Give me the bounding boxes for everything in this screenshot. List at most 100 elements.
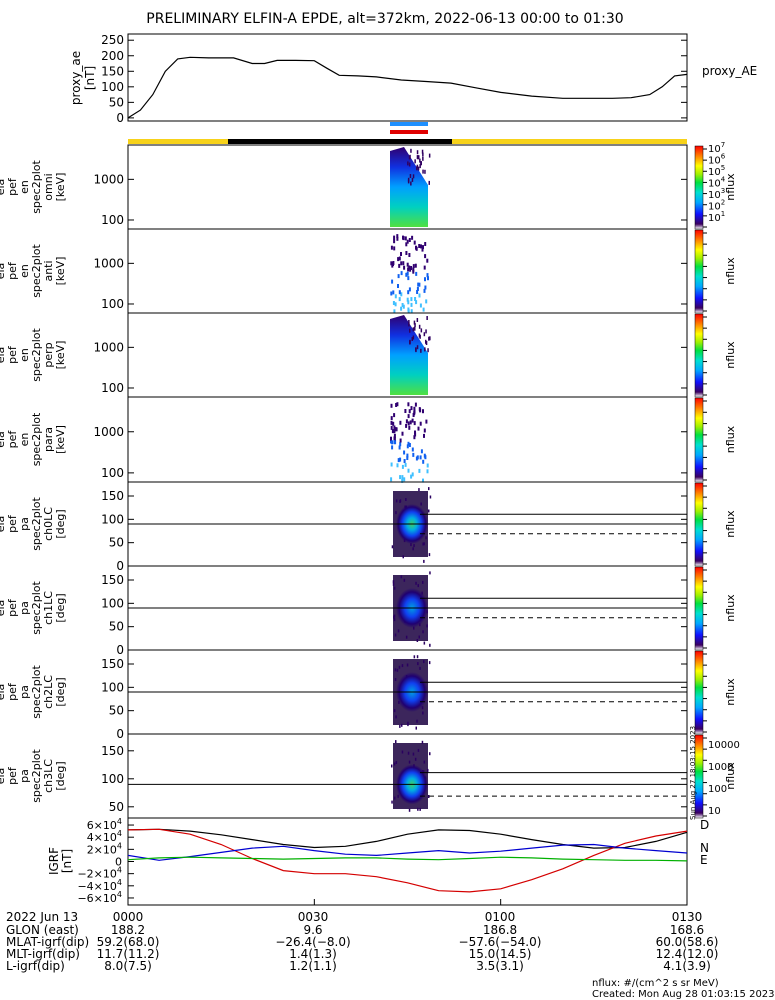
spectrogram-pixel [407,441,410,446]
spectrogram-pixel [408,253,411,257]
spectrogram-pixel [410,302,413,307]
spectrogram-pixel [397,257,400,262]
footer-created: Created: Mon Aug 28 01:03:15 2023 [592,989,775,1000]
coord-row-label: GLON (east) [6,923,79,937]
y-tick-label: 150 [101,489,124,503]
colorbar-label: nflux [724,678,737,706]
pa-pixel [410,543,412,547]
spectrogram-pixel [391,440,394,445]
spectrogram-pixel [428,180,430,185]
pa-pixel [394,796,396,800]
coord-row-value: 4.1(3.9) [663,959,711,973]
coord-row-value: 9.6 [303,923,322,937]
science-zone-bar-blue [390,122,428,126]
pa-pixel [408,760,411,764]
time-label: 0100 [485,910,516,924]
legend-n: N [700,841,709,855]
spectrogram-pixel [419,455,422,460]
spectrogram-pixel [408,320,410,324]
legend-d: D [700,818,709,832]
y-tick-label: −6×104 [77,890,122,905]
spectrogram-pixel [395,403,398,407]
pa_ch0LC-ylabel: elapefpaspec2plotch0LC[deg] [0,497,67,551]
spectrogram-pixel [420,161,422,166]
spectrogram-pixel [418,293,421,298]
spectrogram-pixel [408,238,411,242]
en_omni-ylabel: elapefenspec2plotomni[keV] [0,160,67,214]
spectrogram-pixel [407,179,410,184]
spectrogram-pixel [397,284,399,288]
proxy-ae-line [127,56,688,119]
pa-pixel [394,668,397,672]
pa-pixel [395,511,397,515]
colorbar-label: nflux [724,425,737,453]
pa-pixel [394,633,397,637]
spectrogram-pixel [416,318,419,322]
spectrogram-data [390,315,428,395]
en_anti-panel: 100 1000 nflux elapefenspec2plotanti[keV] [0,228,737,314]
pa-pixel [392,580,395,584]
spectrogram-pixel [393,433,396,438]
panel-frame [127,817,688,906]
pa_ch0LC-panel: 0 50 100 150 nflux elapefpaspec2plotch0LC[deg… [0,481,737,573]
spectrogram-pixel [405,272,408,277]
spectrogram-pixel [407,309,410,314]
spectrogram-pixel [401,303,404,307]
spectrogram-pixel [428,153,431,158]
pa-pixel [395,499,398,503]
pa-pixel [405,498,407,501]
spectrogram-pixel [415,246,418,251]
y-tick-label: 50 [109,704,124,718]
pa-pixel [393,709,396,713]
y-tick-label: 2×104 [87,841,122,856]
time-label: 0030 [298,910,329,924]
igrf-panel: 6×1044×1042×1040−2×104−4×104−6×104DNEIGR… [47,726,709,906]
spectrogram-pixel [393,246,396,251]
coord-row-label: MLAT-igrf(dip) [6,935,89,949]
spectrogram-pixel [390,420,393,425]
spectrogram-pixel [390,403,393,408]
y-tick-label: 150 [101,573,124,587]
footer-units: nflux: #/(cm^2 s sr MeV) [592,978,719,989]
spectrogram-pixel [424,169,426,174]
spectrogram-pixel [407,161,409,166]
spectrogram-pixel [404,236,407,241]
y-tick-label: 100 [101,596,124,610]
spectrogram-pixel [418,324,421,329]
spectrogram-pixel [393,440,396,445]
igrf-series-red [127,828,688,893]
spectrogram-pixel [394,294,397,299]
spectrogram-pixel [403,459,406,463]
coord-row-value: 15.0(14.5) [469,947,532,961]
pa-pixel [393,618,396,622]
y-tick-label: 0 [116,727,124,741]
spectrogram-pixel [410,181,412,186]
spectrogram-pixel [415,347,417,352]
spectrogram-pixel [419,303,422,308]
spectrogram-pixel [422,478,424,483]
spectrogram-pixel [393,413,396,418]
spectrogram-pixel [419,408,422,413]
spectrogram-pixel [424,455,427,460]
spectrogram-pixel [414,159,416,164]
pa-pixel [413,655,416,659]
spectrogram-pixel [391,429,394,434]
colorbar-ticklabel: 1000 [708,762,733,773]
pa-pixel [397,629,400,633]
spectrogram-pixel [408,443,411,447]
spectrogram-pixel [410,297,413,302]
y-tick-label: 1000 [93,172,124,186]
pa-pixel [392,582,395,586]
spectrogram-pixel [412,327,415,332]
pa-pixel [419,666,421,670]
colorbar-label: nflux [724,594,737,622]
coord-row-value: 3.5(3.1) [476,959,524,973]
y-tick-label: 100 [101,381,124,395]
coord-row-label: L-igrf(dip) [6,959,65,973]
y-tick-label: 1000 [93,425,124,439]
pa-pixel [399,724,401,728]
pa-pixel [417,807,419,811]
spectrogram-pixel [414,432,417,437]
spectrogram-pixel [405,423,408,428]
